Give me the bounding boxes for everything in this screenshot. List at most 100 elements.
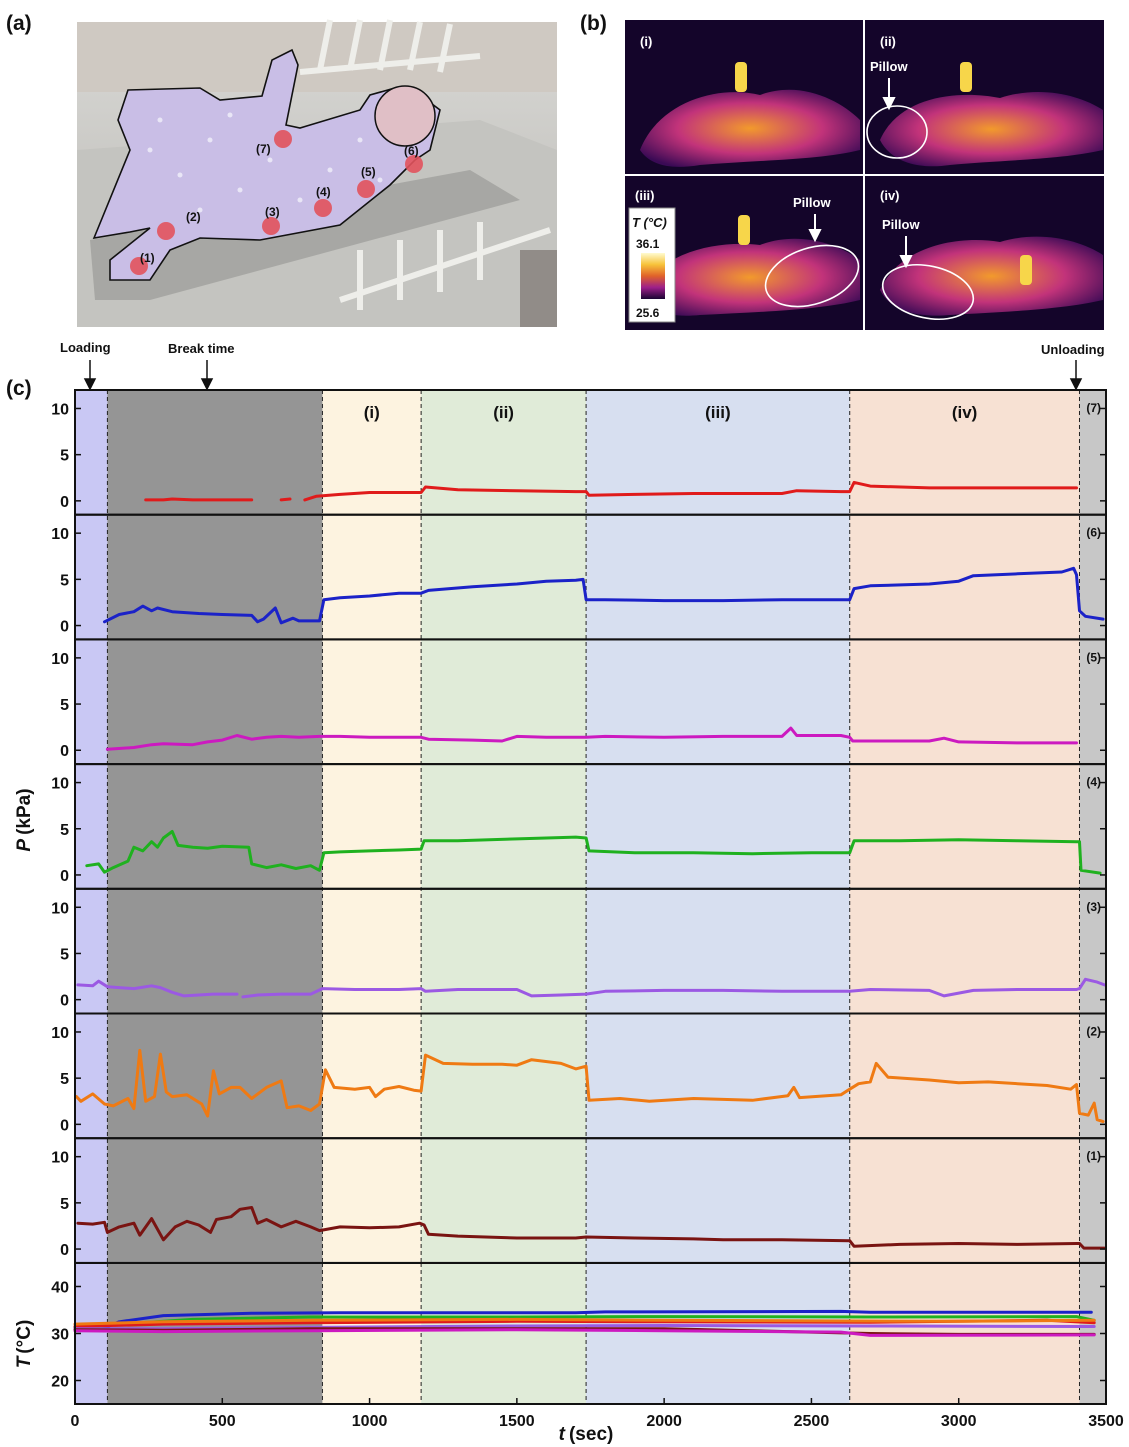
x-tick-label: 3500 [1088, 1413, 1124, 1430]
pressure-line-5 [75, 1048, 1105, 1124]
patient-head [374, 85, 436, 147]
phase-band-6-0 [1079, 390, 1106, 1263]
panel-label-a: (a) [6, 12, 32, 35]
x-tick-label: 1500 [499, 1413, 535, 1430]
y-tick-label: 5 [60, 946, 69, 963]
colorbar-max: 36.1 [636, 237, 660, 251]
y-tick-label: 20 [51, 1374, 69, 1391]
y-ticks: 0 5 10 0 5 10 0 5 10 0 5 10 0 5 10 0 5 10 0 5 10 20 30 40 [51, 401, 69, 1390]
phase-band-2-1 [322, 1263, 422, 1404]
x-tick-label: 2000 [646, 1413, 682, 1430]
phase-label: (i) [364, 403, 380, 422]
y-tick-label: 5 [60, 1196, 69, 1213]
thermal-image-i [640, 62, 860, 167]
pressure-line-4 [76, 977, 1106, 999]
y-tick-label: 10 [51, 1025, 69, 1042]
pillow-label-iv: Pillow [882, 217, 920, 232]
sensor-tag: (7) [1086, 401, 1101, 415]
y-tick-label: 0 [60, 993, 69, 1010]
thermal-label-iv: (iv) [880, 188, 900, 203]
phase-labels: (i) (ii) (iii) (iv) [364, 403, 978, 422]
thermal-label-i: (i) [640, 34, 652, 49]
x-axis-label: t (sec) [559, 1424, 614, 1445]
patient-photo: (1) (2) (3) (4) (5) (6) (7) [77, 19, 557, 327]
pressure-axis-label: P(kPa) [14, 788, 35, 851]
sensor-tag: (4) [1086, 775, 1101, 789]
y-tick-label: 10 [51, 776, 69, 793]
y-tick-label: 5 [60, 822, 69, 839]
phase-band-0-0 [75, 390, 108, 1263]
phase-label: (ii) [493, 403, 514, 422]
colorbar-gradient [641, 253, 665, 299]
y-tick-label: 5 [60, 697, 69, 714]
y-tick-label: 0 [60, 743, 69, 760]
sensor-markers [130, 130, 423, 275]
y-tick-label: 10 [51, 1150, 69, 1167]
annotation-unloading: Unloading [1041, 342, 1105, 357]
phase-band-1-1 [107, 1263, 323, 1404]
sensor-tag: (5) [1086, 650, 1101, 664]
y-tick-label: 0 [60, 1117, 69, 1134]
temperature-axis-label: T(°C) [14, 1320, 35, 1369]
y-tick-label: 0 [60, 619, 69, 636]
sensor-label-7: (7) [256, 142, 271, 156]
annotation-break-time: Break time [168, 341, 234, 356]
phase-band-1-0 [107, 390, 323, 1263]
colorbar-min: 25.6 [636, 306, 660, 320]
temperature-line-3 [73, 1317, 1096, 1326]
sensor-marker-1 [130, 257, 148, 275]
pressure-line-1 [103, 566, 1105, 625]
sensor-marker-3 [262, 217, 280, 235]
phase-band-2-0 [322, 390, 422, 1263]
sensor-tag: (1) [1086, 1149, 1101, 1163]
sensor-label-1: (1) [140, 251, 155, 265]
colorbar-title: T (°C) [632, 215, 667, 230]
phase-band-3-1 [421, 1263, 587, 1404]
panel-frames [74, 389, 1107, 1405]
sensor-marker-7 [274, 130, 292, 148]
sensor-label-5: (5) [361, 165, 376, 179]
y-tick-label: 10 [51, 900, 69, 917]
y-tick-label: 5 [60, 448, 69, 465]
x-tick-label: 1000 [352, 1413, 388, 1430]
y-tick-label: 10 [51, 651, 69, 668]
x-tick-label: 2500 [794, 1413, 830, 1430]
thermal-image-ii [866, 62, 1103, 167]
phase-band-4-0 [586, 390, 850, 1263]
thermal-image-iv [880, 236, 1103, 320]
panel-label-b: (b) [580, 12, 607, 35]
sensor-marker-6 [405, 155, 423, 173]
phase-label: (iii) [705, 403, 731, 422]
series-layer [73, 480, 1106, 1337]
pressure-line-6 [76, 1206, 1106, 1250]
phase-band-3-0 [421, 390, 587, 1263]
y-tick-label: 40 [51, 1280, 69, 1297]
x-tick-label: 3000 [941, 1413, 977, 1430]
phase-label: (iv) [952, 403, 978, 422]
y-tick-label: 5 [60, 572, 69, 589]
sensor-label-6: (6) [404, 144, 419, 158]
thermal-images: (i) (ii) (iii) (iv) Pillow Pillow Pillow… [625, 20, 1104, 330]
sensor-label-4: (4) [316, 185, 331, 199]
sensor-label-2: (2) [186, 210, 201, 224]
pillow-label-ii: Pillow [870, 59, 908, 74]
sensor-marker-2 [157, 222, 175, 240]
y-tick-label: 0 [60, 868, 69, 885]
pressure-line-0 [144, 480, 1078, 502]
temperature-line-6 [73, 1328, 1096, 1337]
x-ticks: 0 500 1000 1500 2000 2500 3000 3500 [71, 1413, 1124, 1430]
x-tick-label: 0 [71, 1413, 80, 1430]
phase-bands [75, 390, 1106, 1404]
y-tick-label: 0 [60, 1242, 69, 1259]
thermal-label-iii: (iii) [635, 188, 655, 203]
y-tick-label: 10 [51, 401, 69, 418]
y-tick-label: 0 [60, 494, 69, 511]
pressure-line-3 [85, 830, 1102, 875]
annotation-loading: Loading [60, 340, 111, 355]
sensor-label-3: (3) [265, 205, 280, 219]
panel-label-c: (c) [6, 377, 32, 400]
sensor-tag: (2) [1086, 1025, 1101, 1039]
sensor-marker-5 [357, 180, 375, 198]
y-tick-label: 5 [60, 1071, 69, 1088]
